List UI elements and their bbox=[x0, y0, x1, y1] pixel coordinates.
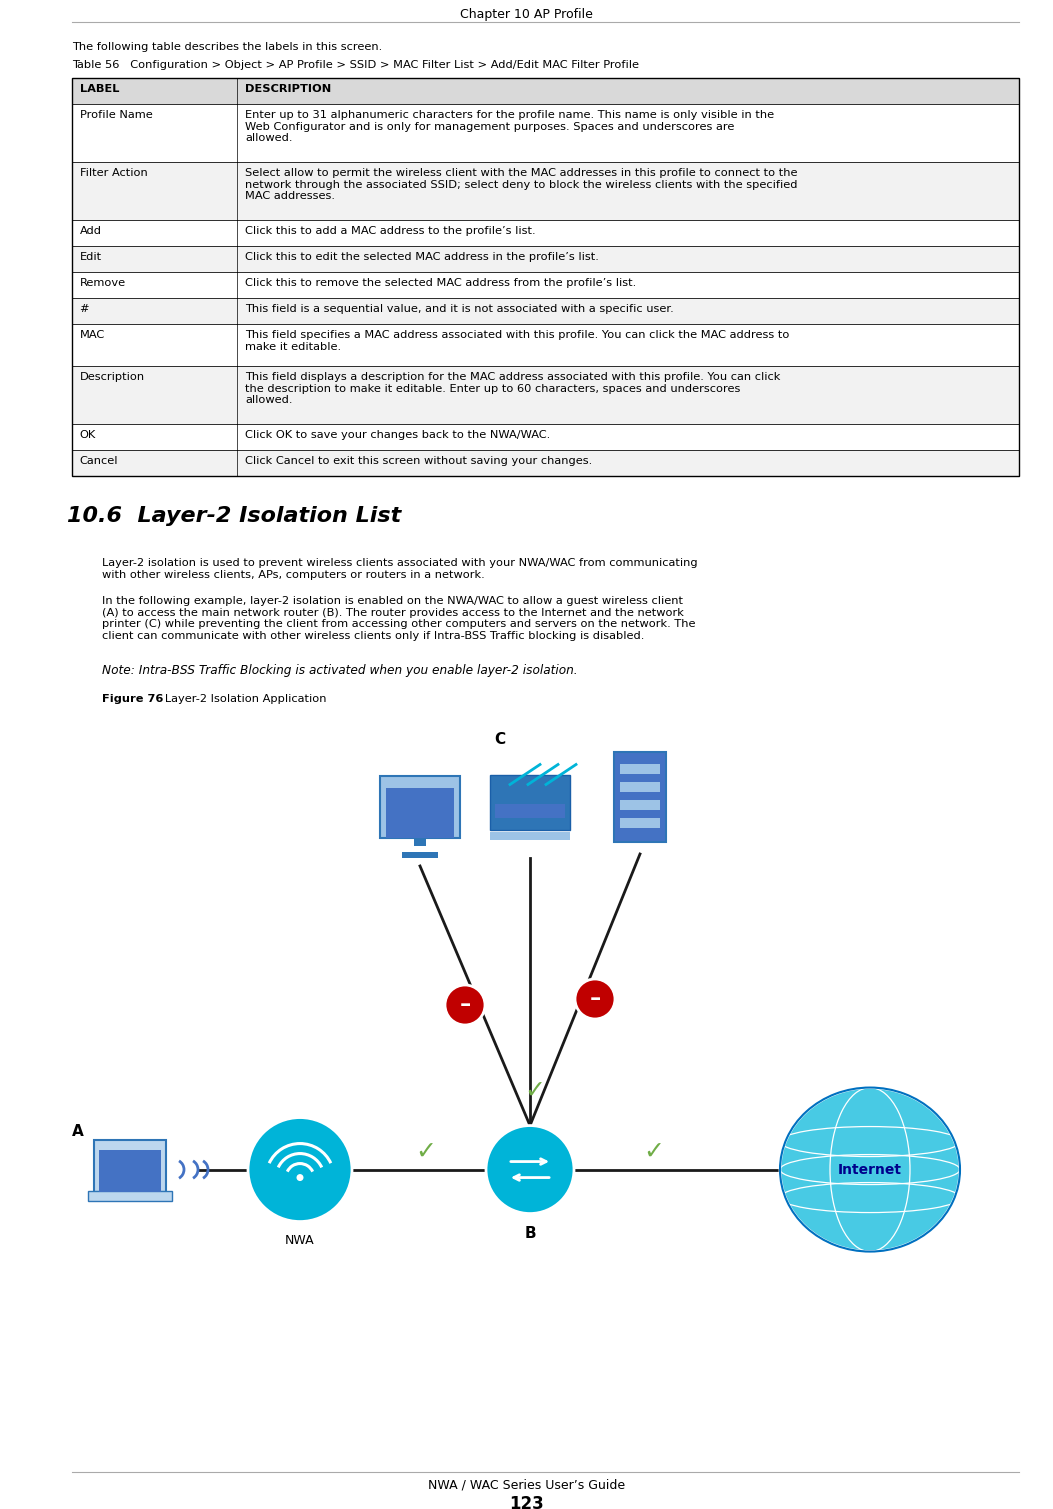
Text: Description: Description bbox=[80, 373, 144, 382]
Bar bbox=[490, 831, 570, 839]
Circle shape bbox=[249, 1118, 352, 1222]
Circle shape bbox=[486, 1126, 574, 1213]
Circle shape bbox=[445, 985, 485, 1025]
Text: NWA: NWA bbox=[285, 1233, 315, 1246]
Text: Layer-2 isolation is used to prevent wireless clients associated with your NWA/W: Layer-2 isolation is used to prevent wir… bbox=[101, 558, 697, 579]
Text: This field specifies a MAC address associated with this profile. You can click t: This field specifies a MAC address assoc… bbox=[245, 330, 790, 352]
Text: Layer-2 Isolation Application: Layer-2 Isolation Application bbox=[154, 694, 326, 705]
Text: Remove: Remove bbox=[80, 278, 125, 288]
Text: A: A bbox=[73, 1124, 84, 1139]
Bar bbox=[380, 776, 460, 837]
Bar bbox=[386, 788, 454, 837]
Text: –: – bbox=[459, 994, 471, 1016]
Bar bbox=[620, 782, 660, 792]
Text: The following table describes the labels in this screen.: The following table describes the labels… bbox=[72, 42, 382, 51]
Bar bbox=[94, 1139, 166, 1192]
Text: Click Cancel to exit this screen without saving your changes.: Click Cancel to exit this screen without… bbox=[245, 456, 593, 466]
Text: Chapter 10 AP Profile: Chapter 10 AP Profile bbox=[460, 8, 593, 21]
Bar bbox=[72, 78, 1019, 475]
Circle shape bbox=[297, 1174, 303, 1182]
Circle shape bbox=[575, 979, 615, 1019]
Bar bbox=[99, 1150, 161, 1192]
Text: This field displays a description for the MAC address associated with this profi: This field displays a description for th… bbox=[245, 373, 781, 406]
Text: Click OK to save your changes back to the NWA/WAC.: Click OK to save your changes back to th… bbox=[245, 430, 551, 441]
Text: This field is a sequential value, and it is not associated with a specific user.: This field is a sequential value, and it… bbox=[245, 303, 674, 314]
Bar bbox=[72, 161, 1019, 220]
Bar bbox=[72, 450, 1019, 475]
Text: Click this to remove the selected MAC address from the profile’s list.: Click this to remove the selected MAC ad… bbox=[245, 278, 637, 288]
Bar bbox=[620, 764, 660, 774]
Bar bbox=[72, 78, 1019, 104]
Text: Note: Intra-BSS Traffic Blocking is activated when you enable layer-2 isolation.: Note: Intra-BSS Traffic Blocking is acti… bbox=[101, 664, 577, 678]
Text: Select allow to permit the wireless client with the MAC addresses in this profil: Select allow to permit the wireless clie… bbox=[245, 167, 798, 201]
Bar bbox=[72, 297, 1019, 324]
Text: Edit: Edit bbox=[80, 252, 102, 263]
Text: Enter up to 31 alphanumeric characters for the profile name. This name is only v: Enter up to 31 alphanumeric characters f… bbox=[245, 110, 775, 143]
Text: 123: 123 bbox=[509, 1495, 544, 1509]
Text: Figure 76: Figure 76 bbox=[101, 694, 163, 705]
Bar bbox=[490, 774, 570, 830]
Text: Click this to edit the selected MAC address in the profile’s list.: Click this to edit the selected MAC addr… bbox=[245, 252, 599, 263]
Bar bbox=[72, 424, 1019, 450]
Text: DESCRIPTION: DESCRIPTION bbox=[245, 85, 332, 94]
Text: Filter Action: Filter Action bbox=[80, 167, 147, 178]
Text: –: – bbox=[590, 988, 600, 1010]
Bar bbox=[72, 367, 1019, 424]
Ellipse shape bbox=[780, 1088, 960, 1251]
Bar bbox=[88, 1191, 172, 1201]
Text: 10.6  Layer-2 Isolation List: 10.6 Layer-2 Isolation List bbox=[66, 506, 401, 527]
Text: Cancel: Cancel bbox=[80, 456, 118, 466]
Text: Add: Add bbox=[80, 226, 101, 235]
Bar bbox=[614, 751, 665, 842]
Bar bbox=[72, 220, 1019, 246]
Text: MAC: MAC bbox=[80, 330, 105, 340]
Text: Profile Name: Profile Name bbox=[80, 110, 153, 121]
Text: Click this to add a MAC address to the profile’s list.: Click this to add a MAC address to the p… bbox=[245, 226, 536, 235]
Text: #: # bbox=[80, 303, 90, 314]
Text: C: C bbox=[495, 732, 505, 747]
Text: Internet: Internet bbox=[838, 1162, 902, 1177]
Text: NWA / WAC Series User’s Guide: NWA / WAC Series User’s Guide bbox=[428, 1477, 625, 1491]
Text: B: B bbox=[524, 1225, 536, 1240]
Bar bbox=[72, 246, 1019, 272]
Bar bbox=[72, 104, 1019, 161]
Bar bbox=[72, 272, 1019, 297]
Bar bbox=[72, 324, 1019, 367]
Text: ✓: ✓ bbox=[524, 1079, 545, 1103]
Bar bbox=[402, 853, 438, 859]
Bar bbox=[495, 803, 565, 818]
Bar bbox=[620, 800, 660, 810]
Text: LABEL: LABEL bbox=[80, 85, 119, 94]
Bar bbox=[620, 818, 660, 828]
Text: In the following example, layer-2 isolation is enabled on the NWA/WAC to allow a: In the following example, layer-2 isolat… bbox=[101, 596, 695, 641]
Text: Table 56   Configuration > Object > AP Profile > SSID > MAC Filter List > Add/Ed: Table 56 Configuration > Object > AP Pro… bbox=[72, 60, 638, 69]
Text: OK: OK bbox=[80, 430, 96, 441]
Bar bbox=[414, 834, 426, 847]
Text: ✓: ✓ bbox=[416, 1139, 437, 1163]
Text: ✓: ✓ bbox=[643, 1139, 664, 1163]
